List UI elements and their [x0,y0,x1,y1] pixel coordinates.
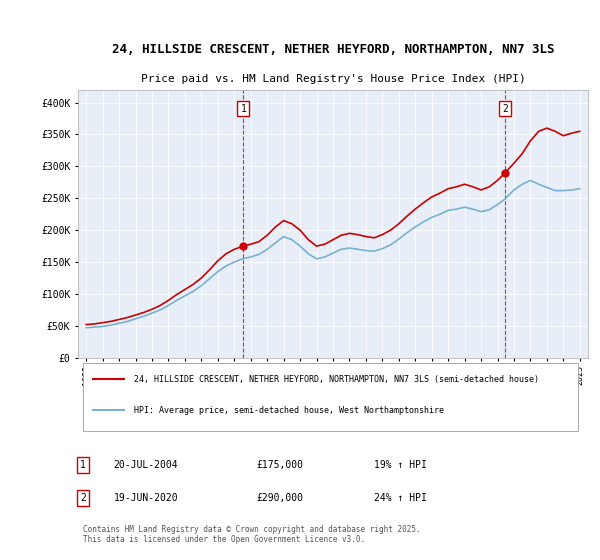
Text: 1: 1 [80,460,86,470]
Text: 19-JUN-2020: 19-JUN-2020 [114,493,178,503]
Text: 20-JUL-2004: 20-JUL-2004 [114,460,178,470]
Text: 2: 2 [502,104,508,114]
Text: 24, HILLSIDE CRESCENT, NETHER HEYFORD, NORTHAMPTON, NN7 3LS: 24, HILLSIDE CRESCENT, NETHER HEYFORD, N… [112,44,554,57]
Text: HPI: Average price, semi-detached house, West Northamptonshire: HPI: Average price, semi-detached house,… [134,406,444,415]
FancyBboxPatch shape [83,363,578,431]
Text: 2: 2 [80,493,86,503]
Text: 19% ↑ HPI: 19% ↑ HPI [374,460,427,470]
Text: Contains HM Land Registry data © Crown copyright and database right 2025.
This d: Contains HM Land Registry data © Crown c… [83,525,421,544]
Text: £290,000: £290,000 [257,493,304,503]
Text: £175,000: £175,000 [257,460,304,470]
Text: Price paid vs. HM Land Registry's House Price Index (HPI): Price paid vs. HM Land Registry's House … [140,74,526,85]
Text: 24% ↑ HPI: 24% ↑ HPI [374,493,427,503]
Text: 24, HILLSIDE CRESCENT, NETHER HEYFORD, NORTHAMPTON, NN7 3LS (semi-detached house: 24, HILLSIDE CRESCENT, NETHER HEYFORD, N… [134,375,539,384]
Text: 1: 1 [241,104,246,114]
